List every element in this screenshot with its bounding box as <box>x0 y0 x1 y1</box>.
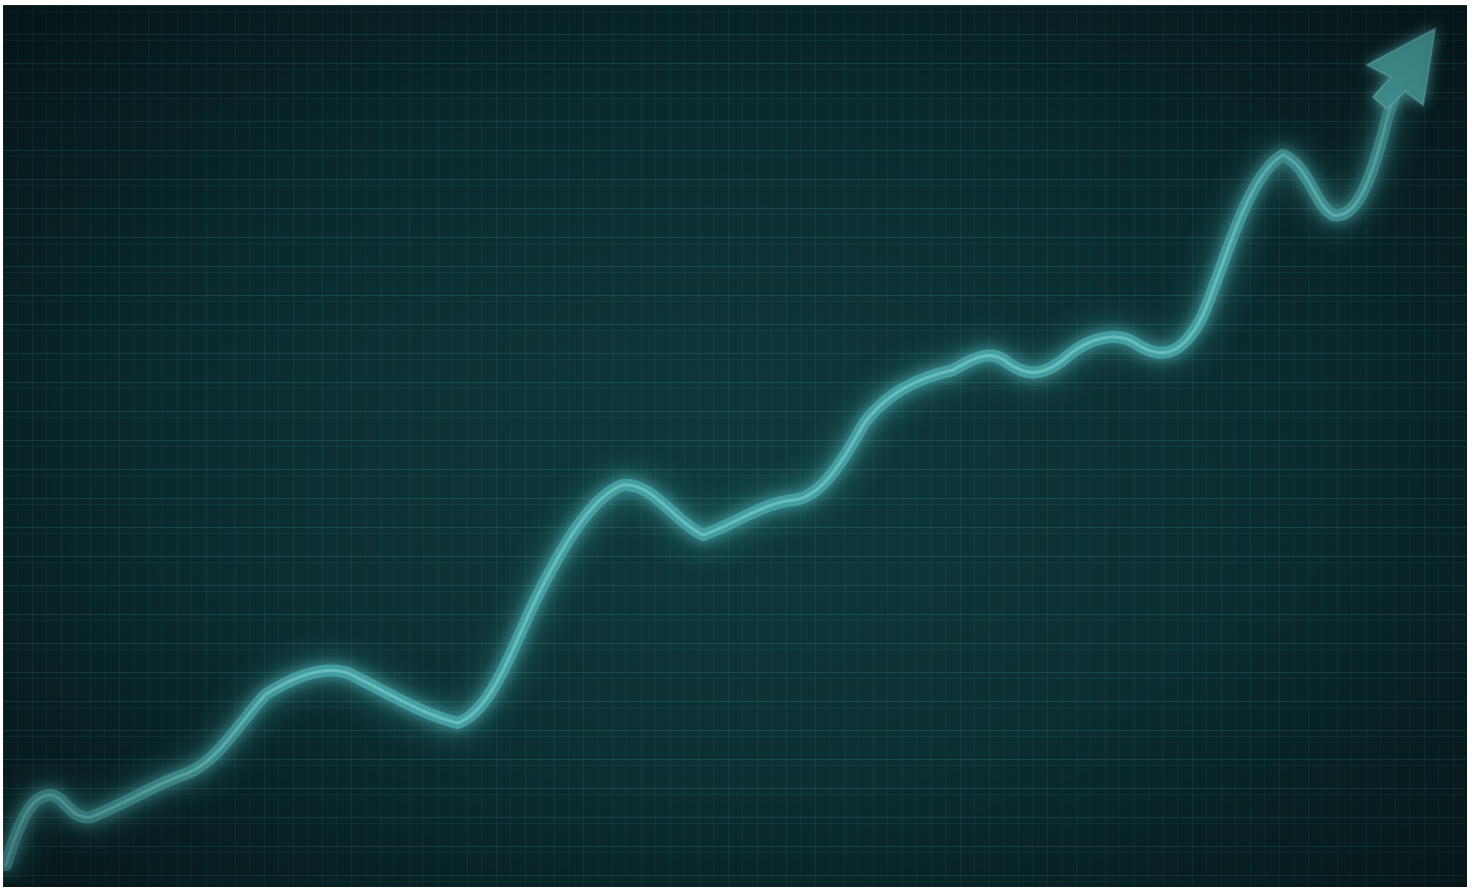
trend-line-highlight <box>4 83 1400 867</box>
background-grid <box>3 5 1467 887</box>
background-grid-fine <box>3 5 1467 887</box>
trend-line-graphic <box>3 27 1437 878</box>
trend-graph-image <box>3 5 1467 887</box>
trend-arrow-icon <box>1364 27 1437 111</box>
trend-line <box>3 79 1404 871</box>
